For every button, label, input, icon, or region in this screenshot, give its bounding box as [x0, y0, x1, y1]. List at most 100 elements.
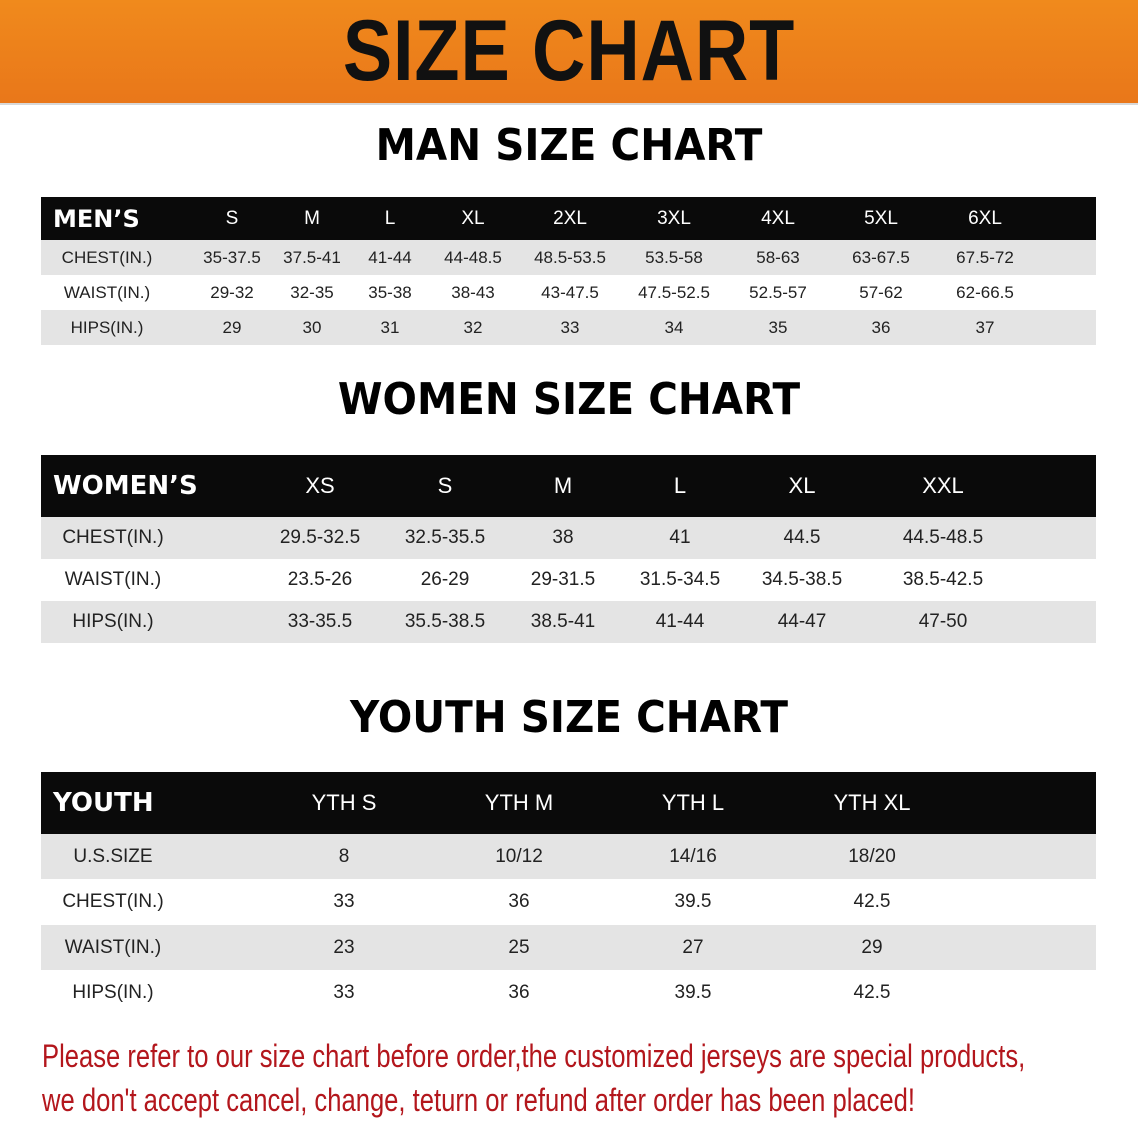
women-size-table: WOMEN’S XS S M L XL XXL CHEST(IN.) 29.5-32.5 32.5…	[41, 455, 1096, 643]
table-cell: 25	[508, 936, 530, 958]
size-header-cell: M	[553, 473, 573, 498]
table-cell: 47-50	[918, 611, 968, 632]
table-cell: 32.5-35.5	[404, 527, 486, 548]
table-cell: 39.5	[674, 891, 712, 912]
measurement-label: HIPS(IN.)	[72, 611, 154, 632]
table-cell: 26-29	[420, 569, 470, 590]
table-cell: 35	[768, 317, 788, 337]
men-section-title: MAN SIZE CHART	[375, 120, 763, 171]
table-cell: 29.5-32.5	[279, 527, 361, 548]
table-row: HIPS(IN.) 33-35.5 35.5-38.5 38.5-41 41-44 44-…	[41, 601, 1096, 643]
table-cell: 41-44	[368, 247, 412, 267]
size-header-cell: L	[673, 473, 687, 498]
size-header-cell: 3XL	[657, 207, 691, 229]
measurement-label: WAIST(IN.)	[63, 282, 151, 302]
size-header-cell: 6XL	[968, 207, 1002, 229]
table-cell: 53.5-58	[645, 247, 703, 267]
size-header-cell: XL	[788, 473, 816, 498]
measurement-label: WAIST(IN.)	[64, 936, 162, 958]
table-cell: 42.5	[853, 891, 891, 912]
table-cell: 33	[333, 981, 355, 1003]
table-cell: 14/16	[669, 845, 717, 867]
table-cell: 41-44	[655, 611, 705, 632]
table-cell: 44.5	[783, 527, 821, 548]
size-header-cell: S	[225, 207, 239, 229]
size-header-cell: 2XL	[553, 207, 587, 229]
measurement-label: HIPS(IN.)	[70, 317, 144, 337]
table-row: WAIST(IN.) 29-32 32-35 35-38 38-43 43-47.5 47.…	[41, 275, 1096, 310]
table-cell: 35-38	[368, 282, 412, 302]
table-header-row: MEN’S S M L XL 2XL 3XL 4XL 5XL 6XL	[41, 197, 1096, 240]
youth-size-table: YOUTH YTH S YTH M YTH L YTH XL U.S.SIZE 8 10/12…	[41, 772, 1096, 1015]
size-header-cell: M	[304, 207, 320, 229]
table-cell: 34.5-38.5	[761, 569, 843, 590]
table-cell: 38	[552, 527, 574, 548]
table-cell: 47.5-52.5	[638, 282, 710, 302]
table-cell: 29	[861, 936, 883, 958]
table-header-row: WOMEN’S XS S M L XL XXL	[41, 455, 1096, 517]
table-row: U.S.SIZE 8 10/12 14/16 18/20	[41, 834, 1096, 879]
table-cell: 27	[682, 936, 704, 958]
banner-title: SIZE CHART	[342, 3, 796, 99]
table-cell: 62-66.5	[956, 282, 1014, 302]
banner: SIZE CHART	[0, 0, 1138, 105]
table-cell: 57-62	[859, 282, 903, 302]
notice-line-1: Please refer to our size chart before or…	[42, 1038, 1026, 1074]
table-cell: 38-43	[451, 282, 495, 302]
table-cell: 33	[333, 891, 355, 912]
table-cell: 30	[302, 317, 322, 337]
table-row: HIPS(IN.) 29 30 31 32 33 34 35 36 37	[41, 310, 1096, 345]
table-cell: 42.5	[853, 981, 891, 1003]
size-header-cell: YTH L	[661, 790, 725, 815]
table-cell: 10/12	[495, 845, 543, 867]
table-cell: 34	[664, 317, 684, 337]
size-header-cell: XXL	[922, 473, 964, 498]
table-cell: 37	[975, 317, 995, 337]
table-title-cell: WOMEN’S	[53, 471, 198, 501]
table-title-cell: YOUTH	[53, 788, 154, 818]
size-header-cell: S	[437, 473, 453, 498]
table-cell: 29-31.5	[530, 569, 596, 590]
table-row: CHEST(IN.) 33 36 39.5 42.5	[41, 879, 1096, 925]
table-header-row: YOUTH YTH S YTH M YTH L YTH XL	[41, 772, 1096, 834]
table-row: WAIST(IN.) 23 25 27 29	[41, 925, 1096, 970]
table-cell: 63-67.5	[852, 247, 910, 267]
size-header-cell: YTH XL	[833, 790, 911, 815]
table-cell: 37.5-41	[283, 247, 341, 267]
table-cell: 36	[871, 317, 891, 337]
table-cell: 32-35	[290, 282, 334, 302]
table-cell: 33-35.5	[287, 611, 353, 632]
table-cell: 18/20	[848, 845, 896, 867]
measurement-label: CHEST(IN.)	[62, 891, 164, 912]
table-row: CHEST(IN.) 29.5-32.5 32.5-35.5 38 41 44.5 44.5…	[41, 517, 1096, 559]
table-cell: 48.5-53.5	[534, 247, 606, 267]
table-cell: 31.5-34.5	[639, 569, 721, 590]
size-header-cell: YTH M	[484, 790, 554, 815]
table-cell: 35.5-38.5	[404, 611, 486, 632]
table-cell: 23.5-26	[287, 569, 353, 590]
women-section-title: WOMEN SIZE CHART	[337, 374, 801, 425]
measurement-label: WAIST(IN.)	[64, 569, 162, 590]
table-cell: 44-48.5	[444, 247, 502, 267]
table-cell: 36	[508, 891, 530, 912]
table-cell: 23	[333, 936, 355, 958]
measurement-label: U.S.SIZE	[73, 845, 153, 867]
table-title-cell: MEN’S	[53, 204, 140, 233]
notice-line-2: we don't accept cancel, change, teturn o…	[42, 1082, 915, 1118]
table-cell: 52.5-57	[749, 282, 807, 302]
table-row: CHEST(IN.) 35-37.5 37.5-41 41-44 44-48.5 48.5…	[41, 240, 1096, 275]
table-cell: 39.5	[674, 981, 712, 1003]
table-cell: 41	[669, 527, 691, 548]
table-cell: 58-63	[756, 247, 800, 267]
measurement-label: CHEST(IN.)	[61, 247, 153, 267]
table-cell: 38.5-41	[530, 611, 596, 632]
table-cell: 29-32	[210, 282, 254, 302]
size-header-cell: XS	[305, 473, 335, 498]
table-row: WAIST(IN.) 23.5-26 26-29 29-31.5 31.5-34.5 34…	[41, 559, 1096, 601]
men-size-table: MEN’S S M L XL 2XL 3XL 4XL 5XL 6XL CHEST(IN.) 35-37…	[41, 197, 1096, 345]
measurement-label: HIPS(IN.)	[72, 981, 154, 1003]
youth-section-title: YOUTH SIZE CHART	[350, 692, 788, 743]
table-cell: 43-47.5	[541, 282, 599, 302]
size-header-cell: YTH S	[311, 790, 377, 815]
